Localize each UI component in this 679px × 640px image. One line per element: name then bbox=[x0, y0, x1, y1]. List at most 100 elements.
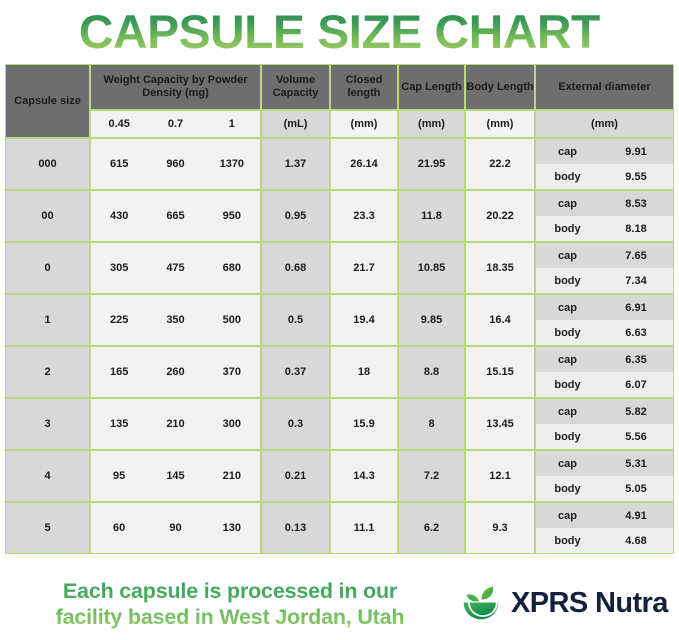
cell-weight-1: 130 bbox=[222, 522, 241, 534]
cell-weight-capacity: 60 90 130 bbox=[90, 502, 261, 554]
cell-weight-045: 305 bbox=[109, 262, 129, 274]
cell-body-length: 18.35 bbox=[465, 242, 535, 294]
page-title: CAPSULE SIZE CHART bbox=[79, 4, 600, 58]
cell-external-cap: cap 4.91 bbox=[536, 503, 673, 528]
cell-weight-capacity: 225 350 500 bbox=[90, 294, 261, 346]
table-row: 5 60 90 130 0.13 11.1 6.2 9.3 cap 4.91 body 4.68 bbox=[5, 502, 674, 554]
subheader-density-045: 0.45 bbox=[108, 118, 130, 130]
header-cap-length: Cap Length bbox=[398, 64, 465, 110]
cell-external-cap: cap 5.31 bbox=[536, 451, 673, 476]
cell-cap-length: 6.2 bbox=[398, 502, 465, 554]
cell-external-cap: cap 6.35 bbox=[536, 347, 673, 372]
cell-cap-length: 11.8 bbox=[398, 190, 465, 242]
cell-external-cap-value: 8.53 bbox=[625, 197, 647, 210]
cell-external-body-label: body bbox=[554, 170, 581, 183]
cell-external-body-label: body bbox=[554, 274, 581, 287]
cell-external-cap-label: cap bbox=[558, 509, 577, 522]
cell-external-cap-label: cap bbox=[558, 353, 577, 366]
cell-closed-length: 15.9 bbox=[330, 398, 398, 450]
table-header: Capsule size Weight Capacity by Powder D… bbox=[5, 64, 674, 138]
cell-weight-045: 430 bbox=[109, 210, 129, 222]
cell-external-body-label: body bbox=[554, 326, 581, 339]
cell-weight-1: 950 bbox=[222, 210, 241, 222]
cell-weight-07: 210 bbox=[166, 418, 185, 430]
cell-weight-capacity: 95 145 210 bbox=[90, 450, 261, 502]
cell-external-body: body 4.68 bbox=[536, 528, 673, 553]
brand-logo: XPRS Nutra bbox=[458, 580, 668, 626]
subheader-density-1: 1 bbox=[228, 118, 235, 130]
cell-closed-length: 26.14 bbox=[330, 138, 398, 190]
cell-closed-length: 18 bbox=[330, 346, 398, 398]
cell-external-cap-value: 5.31 bbox=[625, 457, 647, 470]
cell-external-body-value: 6.07 bbox=[625, 378, 647, 391]
cell-closed-length: 23.3 bbox=[330, 190, 398, 242]
cell-external-body: body 8.18 bbox=[536, 216, 673, 241]
header-volume-capacity: Volume Capacity bbox=[261, 64, 330, 110]
cell-body-length: 20.22 bbox=[465, 190, 535, 242]
cell-external-cap: cap 5.82 bbox=[536, 399, 673, 424]
cell-external-diameter: cap 9.91 body 9.55 bbox=[535, 138, 674, 190]
cell-external-cap-label: cap bbox=[558, 405, 577, 418]
cell-external-cap-value: 7.65 bbox=[625, 249, 647, 262]
cell-weight-045: 95 bbox=[113, 470, 126, 482]
cell-body-length: 12.1 bbox=[465, 450, 535, 502]
cell-weight-capacity: 305 475 680 bbox=[90, 242, 261, 294]
cell-capsule-size: 3 bbox=[5, 398, 90, 450]
cell-external-diameter: cap 5.82 body 5.56 bbox=[535, 398, 674, 450]
cell-weight-07: 960 bbox=[166, 158, 185, 170]
cell-cap-length: 7.2 bbox=[398, 450, 465, 502]
cell-external-cap-label: cap bbox=[558, 249, 577, 262]
cell-external-body-label: body bbox=[554, 430, 581, 443]
cell-weight-1: 210 bbox=[222, 470, 241, 482]
cell-weight-07: 145 bbox=[166, 470, 185, 482]
subheader-weight-densities: 0.45 0.7 1 bbox=[90, 110, 261, 138]
header-weight-capacity: Weight Capacity by Powder Density (mg) bbox=[90, 64, 261, 110]
cell-external-cap-value: 6.91 bbox=[625, 301, 647, 314]
table-row: 3 135 210 300 0.3 15.9 8 13.45 cap 5.82 body 5.56 bbox=[5, 398, 674, 450]
cell-capsule-size: 00 bbox=[5, 190, 90, 242]
footer-tagline-line2: facility based in West Jordan, Utah bbox=[55, 605, 405, 629]
cell-weight-07: 475 bbox=[166, 262, 185, 274]
cell-capsule-size: 5 bbox=[5, 502, 90, 554]
header-body-length: Body Length bbox=[465, 64, 535, 110]
cell-external-cap-value: 4.91 bbox=[625, 509, 647, 522]
cell-cap-length: 10.85 bbox=[398, 242, 465, 294]
cell-external-cap-label: cap bbox=[558, 457, 577, 470]
cell-closed-length: 14.3 bbox=[330, 450, 398, 502]
cell-body-length: 9.3 bbox=[465, 502, 535, 554]
cell-closed-length: 19.4 bbox=[330, 294, 398, 346]
cell-weight-045: 60 bbox=[113, 522, 126, 534]
cell-external-body-value: 9.55 bbox=[625, 170, 647, 183]
cell-external-diameter: cap 5.31 body 5.05 bbox=[535, 450, 674, 502]
cell-external-body-value: 5.56 bbox=[625, 430, 647, 443]
cell-external-body-value: 8.18 bbox=[625, 222, 647, 235]
cell-weight-045: 165 bbox=[109, 366, 129, 378]
cell-weight-capacity: 615 960 1370 bbox=[90, 138, 261, 190]
cell-volume-capacity: 0.68 bbox=[261, 242, 330, 294]
cell-weight-1: 300 bbox=[222, 418, 241, 430]
cell-closed-length: 11.1 bbox=[330, 502, 398, 554]
cell-external-cap: cap 6.91 bbox=[536, 295, 673, 320]
cell-external-body-value: 6.63 bbox=[625, 326, 647, 339]
page-title-container: CAPSULE SIZE CHART bbox=[0, 2, 679, 60]
table-row: 00 430 665 950 0.95 23.3 11.8 20.22 cap 8.53 body 8… bbox=[5, 190, 674, 242]
cell-weight-1: 500 bbox=[222, 314, 241, 326]
cell-body-length: 22.2 bbox=[465, 138, 535, 190]
cell-external-cap-label: cap bbox=[558, 197, 577, 210]
subheader-cap-unit: (mm) bbox=[398, 110, 465, 138]
cell-external-cap-value: 9.91 bbox=[625, 145, 647, 158]
header-row-main: Capsule size Weight Capacity by Powder D… bbox=[5, 64, 674, 138]
cell-external-diameter: cap 7.65 body 7.34 bbox=[535, 242, 674, 294]
cell-cap-length: 8 bbox=[398, 398, 465, 450]
cell-external-body-label: body bbox=[554, 534, 581, 547]
cell-weight-07: 350 bbox=[166, 314, 185, 326]
cell-closed-length: 21.7 bbox=[330, 242, 398, 294]
header-row-units: 0.45 0.7 1 (mL) (mm) (mm) (mm) (mm) bbox=[5, 110, 674, 138]
cell-weight-1: 370 bbox=[222, 366, 241, 378]
table-row: 4 95 145 210 0.21 14.3 7.2 12.1 cap 5.31 body 5.05 bbox=[5, 450, 674, 502]
subheader-closed-unit: (mm) bbox=[330, 110, 398, 138]
cell-capsule-size: 0 bbox=[5, 242, 90, 294]
cell-volume-capacity: 0.5 bbox=[261, 294, 330, 346]
cell-external-cap: cap 7.65 bbox=[536, 243, 673, 268]
